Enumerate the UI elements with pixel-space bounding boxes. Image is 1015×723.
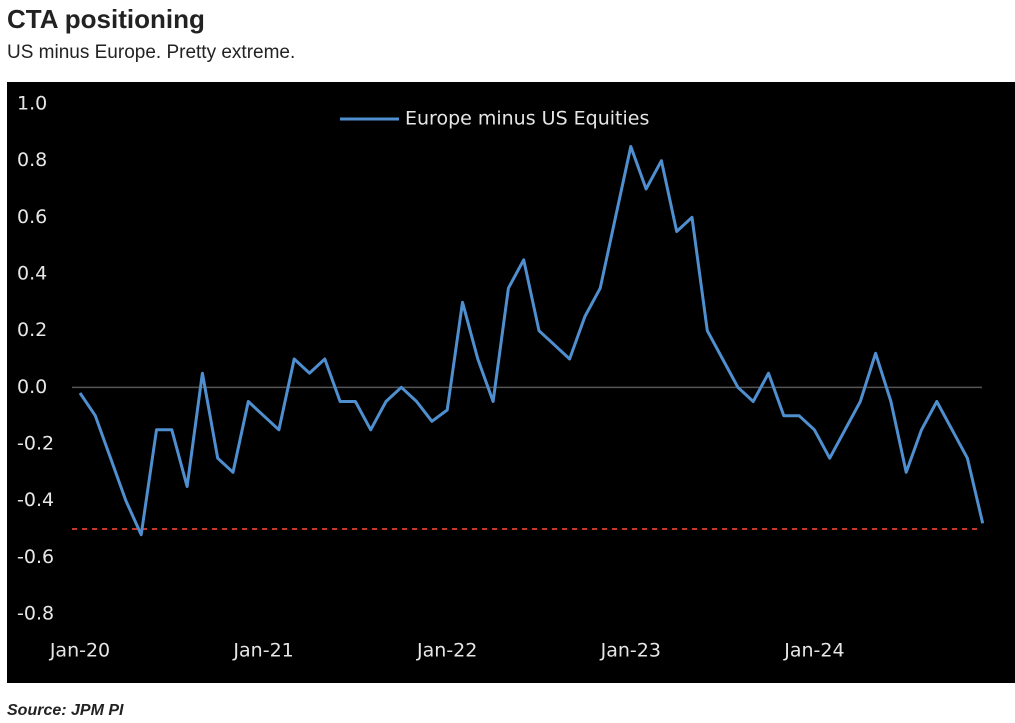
y-tick-label: 0.8 (17, 149, 47, 171)
subtitle: US minus Europe. Pretty extreme. (7, 42, 296, 63)
y-tick-label: 0.0 (17, 376, 47, 398)
plot-background (7, 82, 1015, 683)
y-tick-label: 0.2 (17, 319, 47, 341)
x-tick-label: Jan-23 (600, 640, 661, 662)
y-tick-label: 0.4 (17, 263, 47, 285)
y-tick-label: -0.4 (17, 489, 54, 511)
legend-label: Europe minus US Equities (405, 108, 649, 130)
x-tick-label: Jan-24 (783, 640, 844, 662)
y-tick-label: 0.6 (17, 206, 47, 228)
y-tick-label: 1.0 (17, 93, 47, 115)
chart: 1.0 0.8 0.6 0.4 0.2 0.0 -0.2 -0.4 -0.6 -0.8 Jan-20… (7, 82, 1015, 683)
y-tick-label: -0.8 (17, 603, 54, 625)
x-tick-label: Jan-21 (232, 640, 293, 662)
data-line (78, 145, 985, 537)
x-tick-label: Jan-22 (416, 640, 477, 662)
y-tick-label: -0.2 (17, 433, 54, 455)
x-tick-label: Jan-20 (49, 640, 110, 662)
y-tick-label: -0.6 (17, 546, 54, 568)
title: CTA positioning (7, 4, 205, 34)
source: Source: JPM PI (7, 702, 124, 719)
